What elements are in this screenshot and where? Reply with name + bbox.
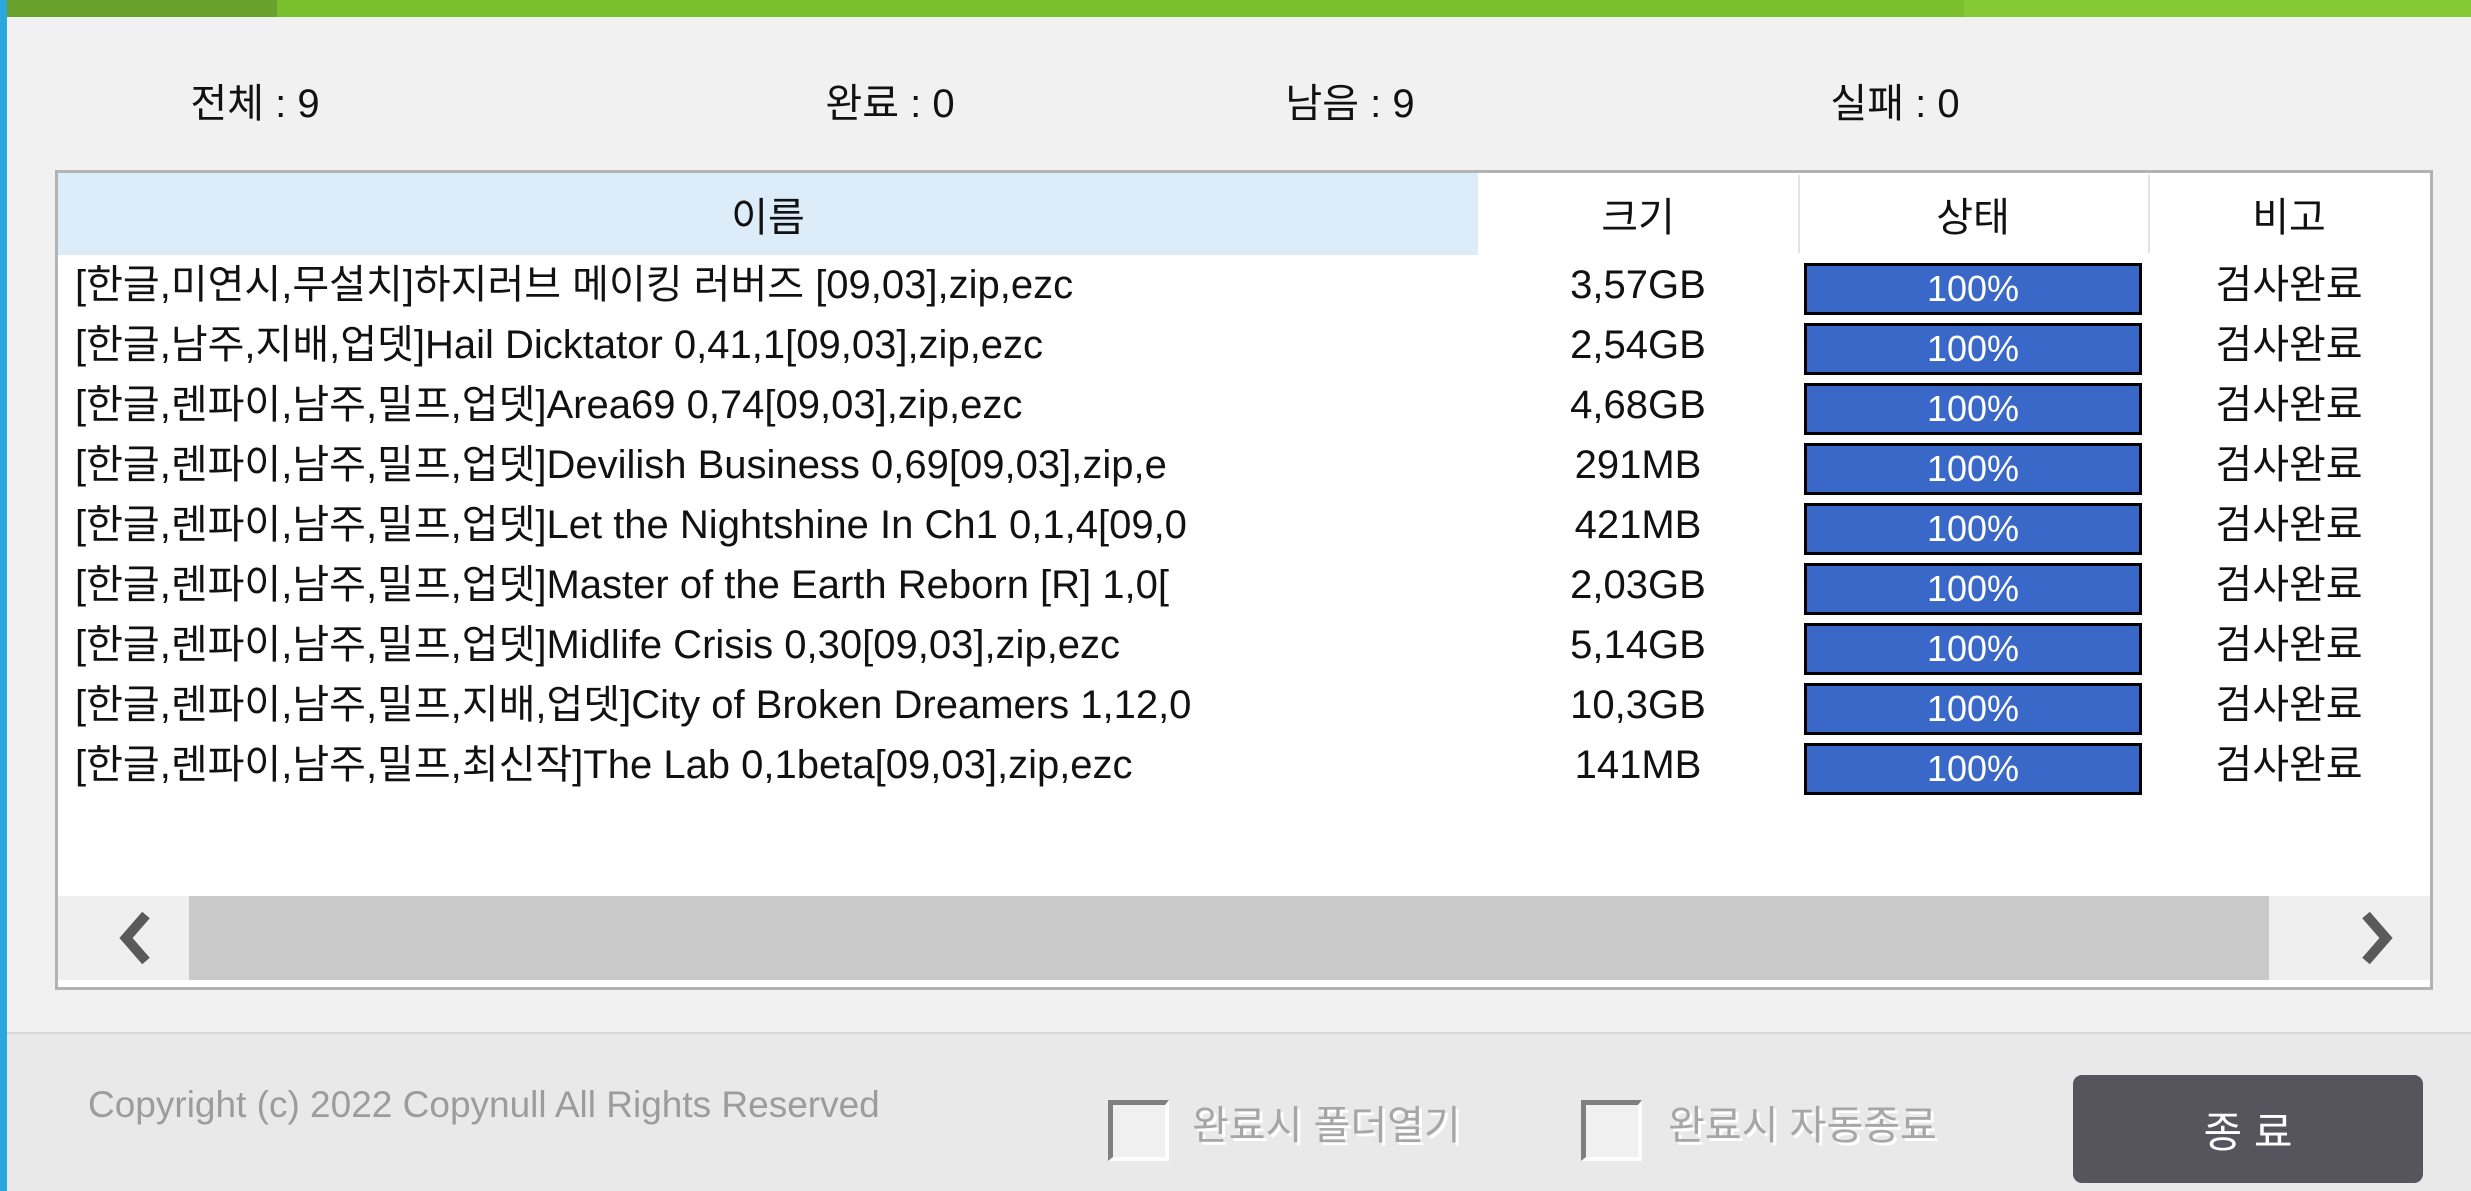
stats-row: 전체 : 9 완료 : 0 남음 : 9 실패 : 0 [0, 81, 2471, 127]
file-size: 3,57GB [1570, 263, 1706, 307]
progress-bar: 100% [1804, 503, 2142, 555]
column-header-note[interactable]: 비고 [2148, 173, 2430, 255]
stat-completed: 완료 : 0 [825, 82, 955, 126]
progress-label: 100% [1926, 508, 2020, 549]
file-name: [한글,렌파이,남주,밀프,업뎃]Midlife Crisis 0,30[09,… [75, 623, 1121, 667]
progress-bar: 100% [1804, 263, 2142, 315]
file-note: 검사완료 [2215, 743, 2363, 787]
file-status: 100% [1798, 375, 2148, 435]
progress-bar: 100% [1804, 623, 2142, 675]
file-status: 100% [1798, 615, 2148, 675]
stat-total: 전체 : 9 [190, 82, 320, 126]
list-header: 이름 크기 상태 비고 [58, 173, 2430, 255]
file-name: [한글,렌파이,남주,밀프,업뎃]Devilish Business 0,69[… [75, 443, 1167, 487]
file-size: 291MB [1574, 443, 1702, 487]
progress-bar: 100% [1804, 323, 2142, 375]
window-left-accent-strip [0, 0, 7, 1191]
stat-remaining: 남음 : 9 [1285, 82, 1415, 126]
file-status: 100% [1798, 495, 2148, 555]
title-progress-segment-mid [277, 0, 1964, 17]
progress-label: 100% [1926, 388, 2020, 429]
title-progress-segment-light [1964, 0, 2471, 17]
file-size: 10,3GB [1570, 683, 1706, 727]
progress-bar: 100% [1804, 683, 2142, 735]
horizontal-scrollbar[interactable] [58, 896, 2430, 980]
title-progress-segment-dark [0, 0, 277, 17]
copyright-text: Copyright (c) 2022 Copynull All Rights R… [88, 1084, 880, 1125]
progress-bar: 100% [1804, 383, 2142, 435]
file-note: 검사완료 [2215, 383, 2363, 427]
column-header-size[interactable]: 크기 [1478, 173, 1798, 255]
file-note: 검사완료 [2215, 563, 2363, 607]
table-row[interactable]: [한글,렌파이,남주,밀프,지배,업뎃]City of Broken Dream… [58, 675, 2430, 735]
file-list: 이름 크기 상태 비고 [한글,미연시,무설치]하지러브 메이킹 러버즈 [09… [55, 170, 2433, 990]
progress-label: 100% [1926, 268, 2020, 309]
progress-bar: 100% [1804, 563, 2142, 615]
file-note: 검사완료 [2215, 683, 2363, 727]
scroll-right-arrow-icon[interactable] [2356, 910, 2396, 966]
progress-bar: 100% [1804, 443, 2142, 495]
file-name: [한글,렌파이,남주,밀프,업뎃]Area69 0,74[09,03],zip,… [75, 383, 1023, 427]
file-size: 2,54GB [1570, 323, 1706, 367]
scrollbar-thumb[interactable] [189, 896, 2269, 980]
table-row[interactable]: [한글,렌파이,남주,밀프,업뎃]Let the Nightshine In C… [58, 495, 2430, 555]
title-progress-strip [0, 0, 2471, 17]
table-row[interactable]: [한글,남주,지배,업뎃]Hail Dicktator 0,41,1[09,03… [58, 315, 2430, 375]
file-note: 검사완료 [2215, 503, 2363, 547]
column-header-status[interactable]: 상태 [1798, 173, 2148, 255]
progress-label: 100% [1926, 568, 2020, 609]
exit-button[interactable]: 종 료 [2073, 1075, 2423, 1183]
file-size: 2,03GB [1570, 563, 1706, 607]
scroll-left-arrow-icon[interactable] [116, 910, 156, 966]
column-header-name[interactable]: 이름 [58, 173, 1478, 255]
footer-bar: Copyright (c) 2022 Copynull All Rights R… [0, 1032, 2471, 1191]
open-folder-checkbox[interactable] [1108, 1100, 1169, 1161]
progress-label: 100% [1926, 748, 2020, 789]
file-name: [한글,렌파이,남주,밀프,업뎃]Master of the Earth Reb… [75, 563, 1169, 607]
file-name: [한글,미연시,무설치]하지러브 메이킹 러버즈 [09,03],zip,ezc [75, 263, 1074, 307]
file-status: 100% [1798, 735, 2148, 795]
file-name: [한글,렌파이,남주,밀프,지배,업뎃]City of Broken Dream… [75, 683, 1192, 727]
table-row[interactable]: [한글,렌파이,남주,밀프,업뎃]Area69 0,74[09,03],zip,… [58, 375, 2430, 435]
file-name: [한글,남주,지배,업뎃]Hail Dicktator 0,41,1[09,03… [75, 323, 1044, 367]
stat-failed: 실패 : 0 [1830, 82, 1960, 126]
file-size: 421MB [1574, 503, 1702, 547]
table-row[interactable]: [한글,렌파이,남주,밀프,업뎃]Master of the Earth Reb… [58, 555, 2430, 615]
progress-label: 100% [1926, 448, 2020, 489]
file-name: [한글,렌파이,남주,밀프,최신작]The Lab 0,1beta[09,03]… [75, 743, 1133, 787]
table-row[interactable]: [한글,렌파이,남주,밀프,업뎃]Devilish Business 0,69[… [58, 435, 2430, 495]
file-note: 검사완료 [2215, 623, 2363, 667]
header-separator [2148, 175, 2150, 253]
file-note: 검사완료 [2215, 263, 2363, 307]
progress-label: 100% [1926, 628, 2020, 669]
file-rows: [한글,미연시,무설치]하지러브 메이킹 러버즈 [09,03],zip,ezc… [58, 255, 2430, 795]
auto-exit-checkbox-label: 완료시 자동종료 [1668, 1104, 1937, 1148]
file-size: 4,68GB [1570, 383, 1706, 427]
file-status: 100% [1798, 675, 2148, 735]
progress-label: 100% [1926, 688, 2020, 729]
progress-label: 100% [1926, 328, 2020, 369]
file-size: 5,14GB [1570, 623, 1706, 667]
file-note: 검사완료 [2215, 443, 2363, 487]
file-status: 100% [1798, 435, 2148, 495]
file-status: 100% [1798, 255, 2148, 315]
file-status: 100% [1798, 315, 2148, 375]
table-row[interactable]: [한글,렌파이,남주,밀프,최신작]The Lab 0,1beta[09,03]… [58, 735, 2430, 795]
auto-exit-checkbox[interactable] [1581, 1100, 1642, 1161]
progress-bar: 100% [1804, 743, 2142, 795]
file-name: [한글,렌파이,남주,밀프,업뎃]Let the Nightshine In C… [75, 503, 1187, 547]
file-status: 100% [1798, 555, 2148, 615]
file-note: 검사완료 [2215, 323, 2363, 367]
open-folder-checkbox-label: 완료시 폴더열기 [1192, 1104, 1461, 1148]
file-size: 141MB [1574, 743, 1702, 787]
table-row[interactable]: [한글,렌파이,남주,밀프,업뎃]Midlife Crisis 0,30[09,… [58, 615, 2430, 675]
header-separator [1798, 175, 1800, 253]
table-row[interactable]: [한글,미연시,무설치]하지러브 메이킹 러버즈 [09,03],zip,ezc… [58, 255, 2430, 315]
